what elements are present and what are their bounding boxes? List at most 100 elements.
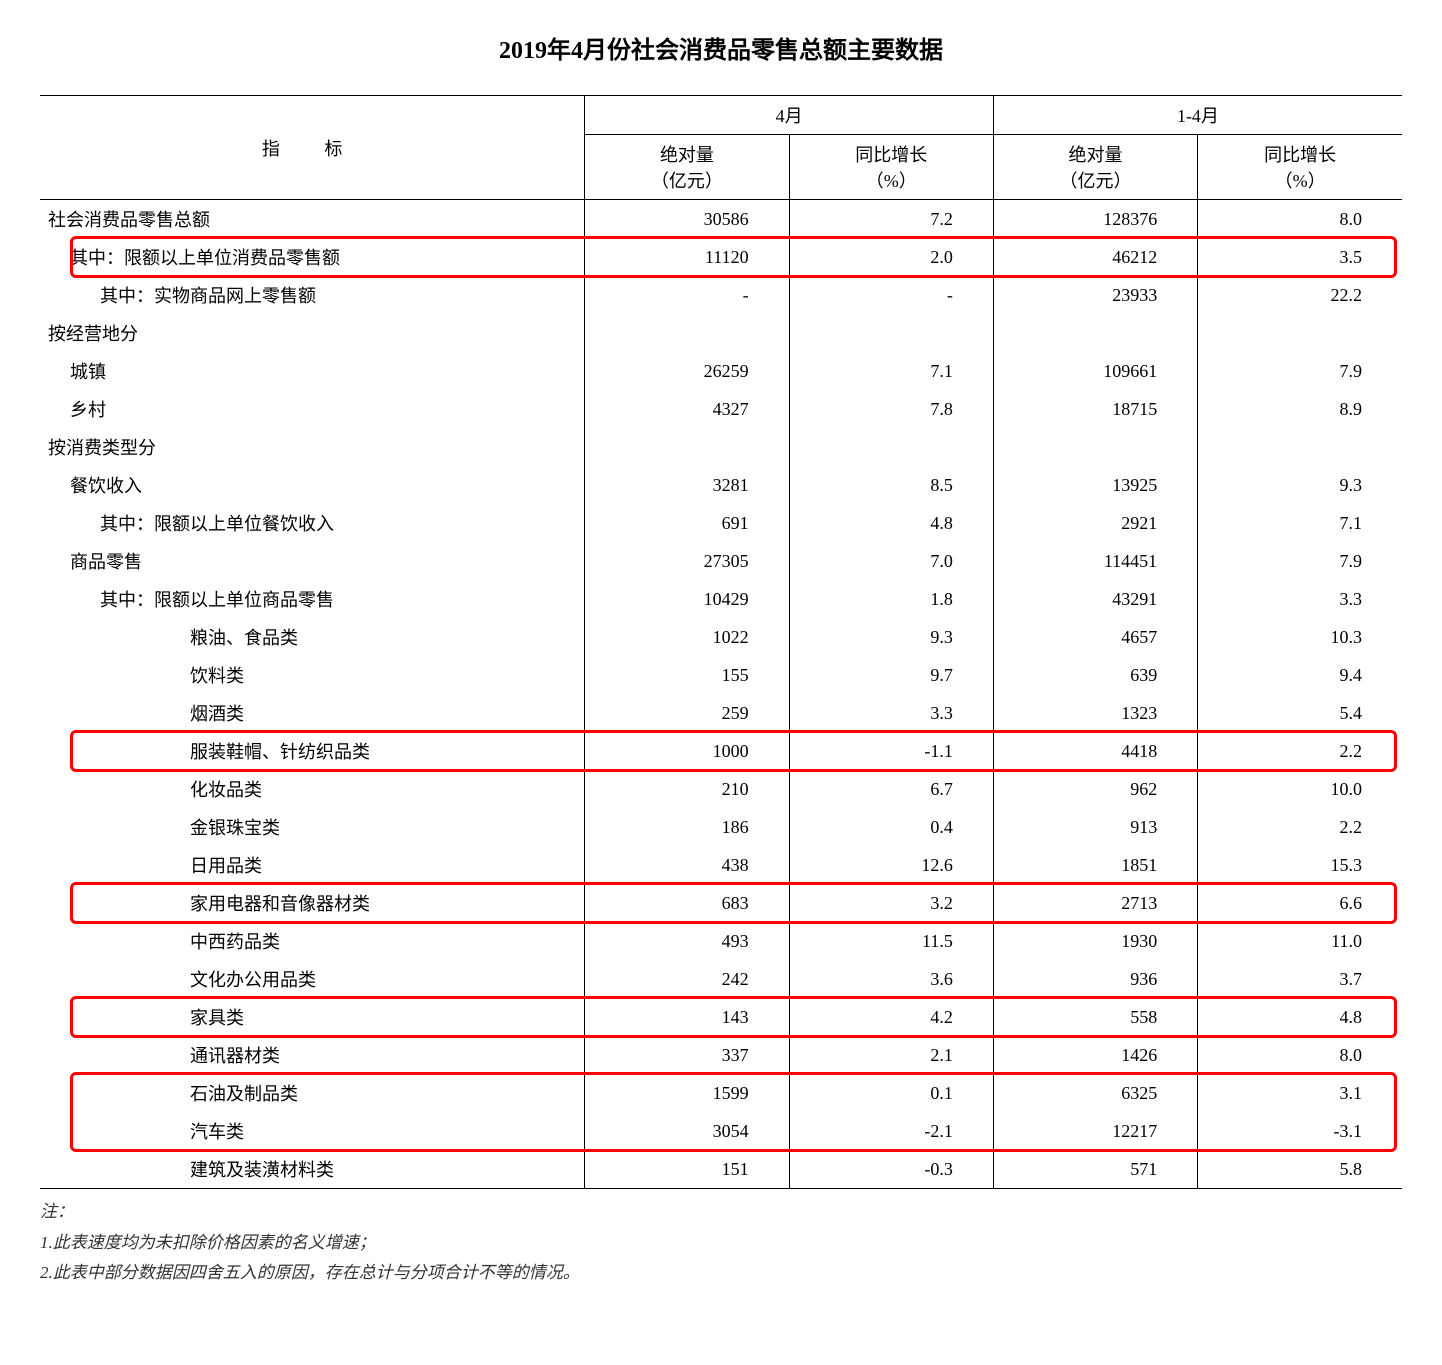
table-row: 其中：限额以上单位消费品零售额111202.0462123.5 <box>40 238 1402 276</box>
row-value: 10.3 <box>1198 618 1402 656</box>
table-row: 中西药品类49311.5193011.0 <box>40 922 1402 960</box>
row-label: 餐饮收入 <box>40 466 585 504</box>
row-label: 文化办公用品类 <box>40 960 585 998</box>
footnote-1: 1.此表速度均为未扣除价格因素的名义增速； <box>40 1228 1402 1259</box>
row-value: 337 <box>585 1036 789 1074</box>
row-value: 438 <box>585 846 789 884</box>
row-value: 683 <box>585 884 789 922</box>
row-value: 12.6 <box>789 846 993 884</box>
row-value: 15.3 <box>1198 846 1402 884</box>
row-value: 4327 <box>585 390 789 428</box>
table-row: 商品零售273057.01144517.9 <box>40 542 1402 580</box>
row-label: 乡村 <box>40 390 585 428</box>
row-value: 11.5 <box>789 922 993 960</box>
data-table: 指 标 4月 1-4月 绝对量 （亿元） 同比增长 （%） 绝对量 （亿元） 同… <box>40 95 1402 1189</box>
row-value: 8.9 <box>1198 390 1402 428</box>
row-value: 6325 <box>993 1074 1197 1112</box>
row-value: - <box>789 276 993 314</box>
table-row: 石油及制品类15990.163253.1 <box>40 1074 1402 1112</box>
row-value: 18715 <box>993 390 1197 428</box>
row-value: 8.5 <box>789 466 993 504</box>
row-value: 2921 <box>993 504 1197 542</box>
row-label: 家具类 <box>40 998 585 1036</box>
row-value: 571 <box>993 1150 1197 1189</box>
row-value: 4.8 <box>789 504 993 542</box>
row-value: 3.3 <box>1198 580 1402 618</box>
table-row: 家具类1434.25584.8 <box>40 998 1402 1036</box>
row-label: 家用电器和音像器材类 <box>40 884 585 922</box>
row-value: 913 <box>993 808 1197 846</box>
table-row: 文化办公用品类2423.69363.7 <box>40 960 1402 998</box>
row-value: 7.9 <box>1198 352 1402 390</box>
table-wrapper: 指 标 4月 1-4月 绝对量 （亿元） 同比增长 （%） 绝对量 （亿元） 同… <box>40 95 1402 1189</box>
row-value: 962 <box>993 770 1197 808</box>
row-value: 242 <box>585 960 789 998</box>
row-value: 12217 <box>993 1112 1197 1150</box>
row-value: 691 <box>585 504 789 542</box>
page-title: 2019年4月份社会消费品零售总额主要数据 <box>40 30 1402 65</box>
row-value: 26259 <box>585 352 789 390</box>
row-value: 151 <box>585 1150 789 1189</box>
row-label: 饮料类 <box>40 656 585 694</box>
row-value: 3.6 <box>789 960 993 998</box>
row-value: 4418 <box>993 732 1197 770</box>
row-value: 6.6 <box>1198 884 1402 922</box>
row-label: 日用品类 <box>40 846 585 884</box>
row-value: 22.2 <box>1198 276 1402 314</box>
row-value: 9.7 <box>789 656 993 694</box>
footnote-2: 2.此表中部分数据因四舍五入的原因，存在总计与分项合计不等的情况。 <box>40 1258 1402 1289</box>
row-value: 8.0 <box>1198 200 1402 239</box>
row-value: 7.1 <box>789 352 993 390</box>
row-value: 7.2 <box>789 200 993 239</box>
row-value: -3.1 <box>1198 1112 1402 1150</box>
row-value: 1323 <box>993 694 1197 732</box>
row-label: 城镇 <box>40 352 585 390</box>
table-row: 金银珠宝类1860.49132.2 <box>40 808 1402 846</box>
row-value: 128376 <box>993 200 1197 239</box>
row-value: 9.3 <box>789 618 993 656</box>
row-value: 3.3 <box>789 694 993 732</box>
row-label: 商品零售 <box>40 542 585 580</box>
table-body: 社会消费品零售总额305867.21283768.0其中：限额以上单位消费品零售… <box>40 200 1402 1189</box>
row-value: 3281 <box>585 466 789 504</box>
table-row: 家用电器和音像器材类6833.227136.6 <box>40 884 1402 922</box>
row-value: 1426 <box>993 1036 1197 1074</box>
row-label: 按消费类型分 <box>40 428 585 466</box>
footnotes: 注： 1.此表速度均为未扣除价格因素的名义增速； 2.此表中部分数据因四舍五入的… <box>40 1197 1402 1289</box>
table-row: 其中：限额以上单位餐饮收入6914.829217.1 <box>40 504 1402 542</box>
row-value: 23933 <box>993 276 1197 314</box>
table-row: 餐饮收入32818.5139259.3 <box>40 466 1402 504</box>
row-label: 汽车类 <box>40 1112 585 1150</box>
row-value: 4.2 <box>789 998 993 1036</box>
row-value: 6.7 <box>789 770 993 808</box>
table-row: 日用品类43812.6185115.3 <box>40 846 1402 884</box>
row-label: 按经营地分 <box>40 314 585 352</box>
row-value: 7.8 <box>789 390 993 428</box>
row-value <box>1198 314 1402 352</box>
row-value: -0.3 <box>789 1150 993 1189</box>
row-value <box>993 314 1197 352</box>
row-value: 1851 <box>993 846 1197 884</box>
row-value: 30586 <box>585 200 789 239</box>
header-growth-2: 同比增长 （%） <box>1198 135 1402 200</box>
row-value: 2713 <box>993 884 1197 922</box>
row-label: 其中：限额以上单位餐饮收入 <box>40 504 585 542</box>
row-value: 11.0 <box>1198 922 1402 960</box>
table-row: 乡村43277.8187158.9 <box>40 390 1402 428</box>
row-value: 43291 <box>993 580 1197 618</box>
row-value: 10.0 <box>1198 770 1402 808</box>
row-value: 3.2 <box>789 884 993 922</box>
row-label: 烟酒类 <box>40 694 585 732</box>
row-label: 通讯器材类 <box>40 1036 585 1074</box>
row-value: 8.0 <box>1198 1036 1402 1074</box>
row-value: 2.2 <box>1198 732 1402 770</box>
header-period2: 1-4月 <box>993 96 1402 135</box>
table-row: 建筑及装潢材料类151-0.35715.8 <box>40 1150 1402 1189</box>
row-value: 2.2 <box>1198 808 1402 846</box>
table-row: 城镇262597.11096617.9 <box>40 352 1402 390</box>
row-value: 11120 <box>585 238 789 276</box>
table-row: 社会消费品零售总额305867.21283768.0 <box>40 200 1402 239</box>
row-value: 3054 <box>585 1112 789 1150</box>
row-value: 9.4 <box>1198 656 1402 694</box>
row-value: 7.1 <box>1198 504 1402 542</box>
